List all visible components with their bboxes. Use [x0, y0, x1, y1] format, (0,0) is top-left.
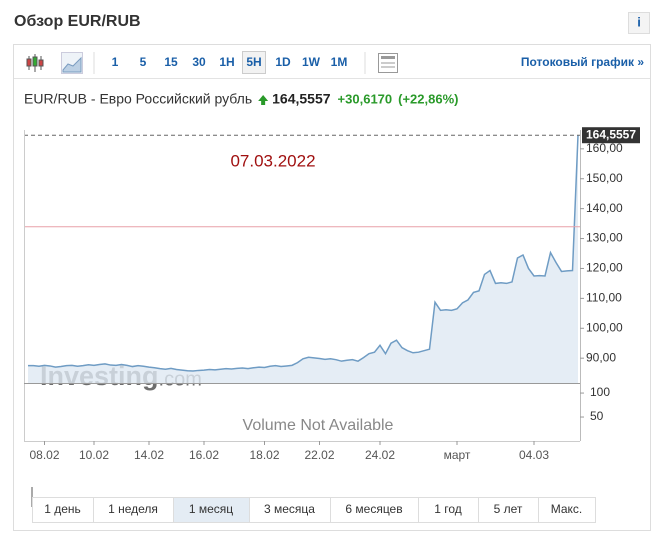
price-line [28, 135, 579, 372]
last-price-tag [582, 127, 640, 144]
x-tick-label: 22.02 [304, 448, 334, 462]
interval-button[interactable]: 5H [246, 55, 261, 69]
x-tick-label: март [444, 448, 471, 462]
y-tick-label: 100,00 [586, 320, 623, 334]
range-label[interactable]: 1 день [44, 502, 81, 516]
stream-link[interactable]: Потоковый график » [521, 55, 644, 69]
y-tick-label: 140,00 [586, 201, 623, 215]
interval-button[interactable]: 1M [331, 55, 348, 69]
quote-last: 164,5557 [272, 91, 331, 107]
y-tick-label: 130,00 [586, 231, 623, 245]
interval-button[interactable]: 1D [275, 55, 291, 69]
y-tick-label: 160,00 [586, 141, 623, 155]
x-tick-label: 14.02 [134, 448, 164, 462]
interval-button[interactable]: 15 [164, 55, 178, 69]
price-area [28, 135, 578, 383]
x-tick-label: 10.02 [79, 448, 109, 462]
range-label[interactable]: 6 месяцев [345, 502, 402, 516]
interval-button[interactable]: 30 [192, 55, 206, 69]
info-button[interactable] [628, 12, 650, 34]
widget-title: Обзор EUR/RUB [14, 13, 141, 30]
range-button[interactable] [32, 497, 94, 523]
interval-active[interactable] [242, 51, 266, 74]
x-tick-label: 16.02 [189, 448, 219, 462]
range-label[interactable]: 1 год [434, 502, 462, 516]
range-label[interactable]: 5 лет [494, 502, 523, 516]
x-tick-label: 18.02 [249, 448, 279, 462]
interval-button[interactable]: 5 [140, 55, 147, 69]
up-arrow [258, 95, 269, 105]
interval-button[interactable]: 1 [112, 55, 119, 69]
volume-text: Volume Not Available [243, 417, 394, 434]
y-tick-label: 120,00 [586, 261, 623, 275]
range-label[interactable]: 1 неделя [108, 502, 158, 516]
annotation: 07.03.2022 [230, 151, 315, 170]
x-tick-label: 08.02 [29, 448, 59, 462]
volume-tick-label: 100 [590, 385, 610, 399]
quote-change: +30,6170 [338, 91, 393, 106]
range-label[interactable]: 1 месяц [189, 502, 233, 516]
range-label[interactable]: 3 месяца [264, 502, 315, 516]
y-tick-label: 110,00 [586, 291, 622, 305]
quote-name: EUR/RUB - Евро Российский рубль [24, 91, 252, 107]
candle-icon[interactable] [26, 54, 44, 72]
settings-icon[interactable] [378, 53, 398, 73]
interval-button[interactable]: 1W [302, 55, 321, 69]
range-button[interactable] [538, 497, 596, 523]
info-icon[interactable]: i [637, 14, 641, 29]
y-tick-label: 150,00 [586, 171, 623, 185]
volume-tick-label: 50 [590, 409, 604, 423]
range-button[interactable] [478, 497, 539, 523]
quote-change-pct: (+22,86%) [398, 91, 458, 106]
range-button[interactable] [93, 497, 174, 523]
x-tick-label: 04.03 [519, 448, 549, 462]
range-button[interactable] [418, 497, 479, 523]
y-tick-label: 90,00 [586, 350, 616, 364]
last-price-label: 164,5557 [586, 127, 636, 141]
area-icon[interactable] [61, 52, 83, 74]
range-label[interactable]: Макс. [551, 502, 583, 516]
x-tick-label: 24.02 [365, 448, 395, 462]
interval-button[interactable]: 1H [219, 55, 234, 69]
widget-frame [13, 44, 651, 531]
